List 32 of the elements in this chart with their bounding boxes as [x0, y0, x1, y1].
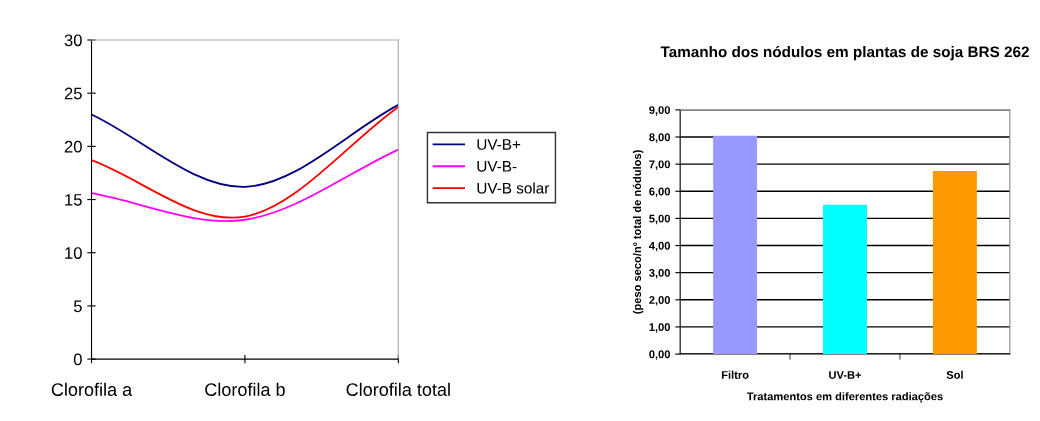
- y-tick-label: 1,00: [649, 323, 670, 333]
- y-axis-title: (peso seco/nº total de nódulos): [632, 150, 644, 314]
- y-tick-label: 5,00: [649, 214, 670, 225]
- y-tick-label: 2,00: [649, 296, 670, 306]
- x-tick-label: Clorofila b: [205, 382, 285, 396]
- x-tick-label: Sol: [946, 370, 963, 379]
- y-tick-label: 3,00: [649, 268, 670, 279]
- y-tick-label: 10: [65, 247, 82, 259]
- y-tick-label: 0: [73, 353, 82, 366]
- x-tick-label: Clorofila a: [51, 382, 133, 396]
- y-tick-label: 15: [65, 194, 82, 206]
- x-tick-label: UV-B+: [829, 371, 862, 379]
- y-tick-label: 25: [64, 87, 82, 100]
- x-tick-label: Filtro: [721, 370, 749, 379]
- y-tick-label: 0,00: [649, 350, 670, 360]
- y-tick-label: 7,00: [649, 160, 670, 170]
- y-tick-label: 30: [64, 34, 82, 47]
- x-axis-title: Tratamentos em diferentes radiações: [746, 392, 943, 403]
- y-tick-label: 20: [64, 140, 82, 153]
- bar: [823, 204, 867, 355]
- x-tick-label: Clorofila total: [346, 382, 450, 396]
- y-tick-label: 8,00: [649, 133, 670, 143]
- y-tick-label: 9,00: [649, 106, 670, 116]
- y-tick-label: 6,00: [649, 187, 670, 198]
- bar: [713, 135, 758, 355]
- legend-label: UV-B-: [477, 161, 517, 172]
- y-tick-label: 4,00: [648, 241, 670, 252]
- bar: [932, 170, 977, 355]
- y-tick-label: 5: [73, 300, 82, 313]
- chart-title: Tamanho dos nódulos em plantas de soja BRS 262: [660, 45, 1029, 61]
- legend-label: UV-B solar: [477, 182, 550, 194]
- legend-label: UV-B+: [477, 139, 521, 150]
